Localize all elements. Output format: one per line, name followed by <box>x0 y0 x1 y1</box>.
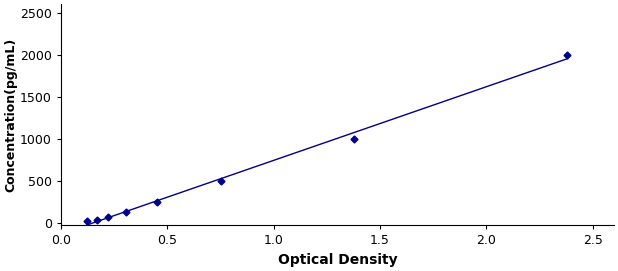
X-axis label: Optical Density: Optical Density <box>277 253 397 267</box>
Y-axis label: Concentration(pg/mL): Concentration(pg/mL) <box>4 38 17 192</box>
